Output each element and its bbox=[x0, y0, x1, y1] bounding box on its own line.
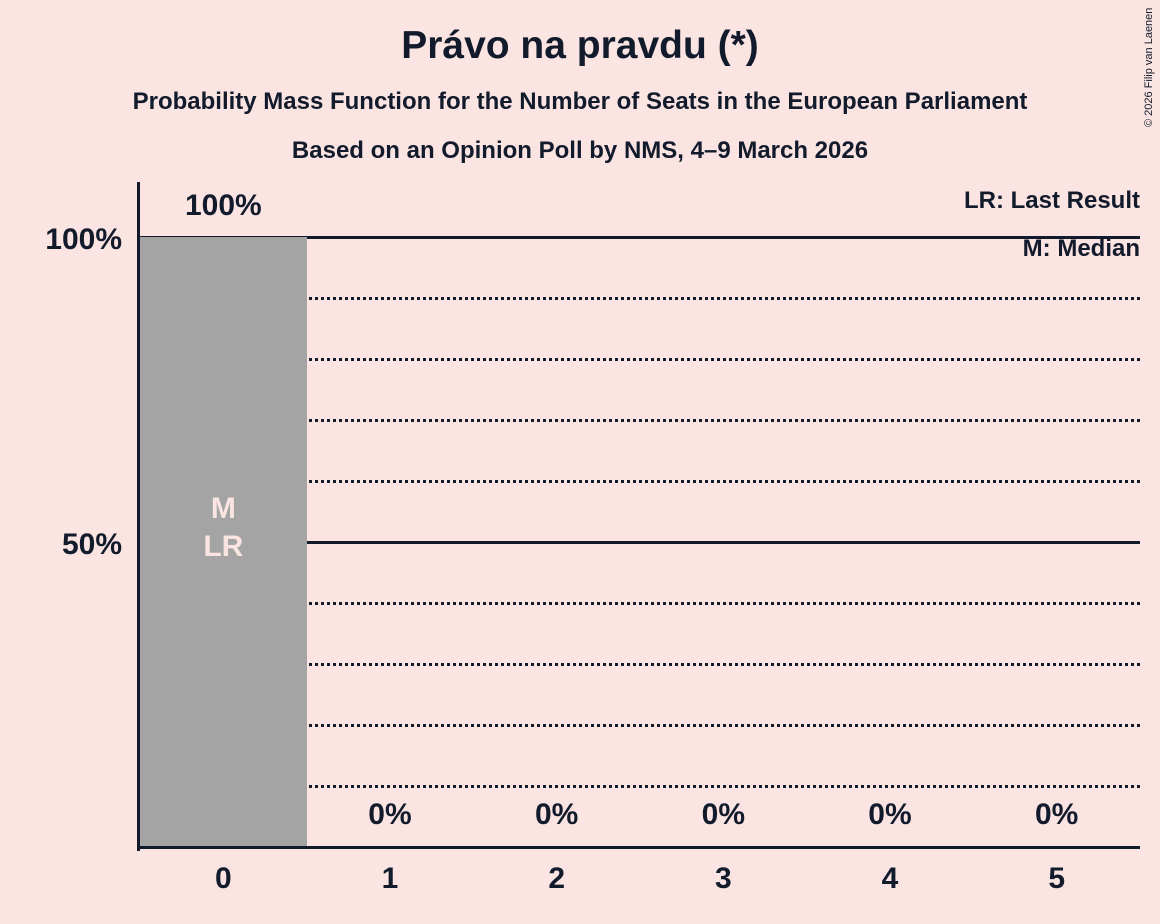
plot-area: 100% M LR 0% 0% 0% 0% 0% bbox=[140, 182, 1140, 848]
chart-subtitle-source: Based on an Opinion Poll by NMS, 4–9 Mar… bbox=[291, 137, 869, 164]
chart-subtitle: Probability Mass Function for the Number… bbox=[132, 88, 1028, 115]
x-axis-line bbox=[137, 846, 1140, 849]
value-label-5: 0% bbox=[1034, 798, 1079, 831]
value-label-2: 0% bbox=[534, 798, 579, 831]
legend-last-result: LR: Last Result bbox=[963, 187, 1140, 214]
gridline-40 bbox=[140, 602, 1140, 606]
gridline-10 bbox=[140, 785, 1140, 789]
gridline-30 bbox=[140, 663, 1140, 667]
bar-annotation-line-m: M bbox=[210, 492, 236, 525]
x-tick-0: 0 bbox=[214, 862, 232, 895]
gridline-90 bbox=[140, 296, 1140, 300]
bar-0 bbox=[140, 237, 307, 848]
bar-annotation-line-lr: LR bbox=[203, 530, 244, 563]
x-tick-3: 3 bbox=[714, 862, 732, 895]
bar-annotation-0: M LR bbox=[140, 490, 307, 566]
gridline-60 bbox=[140, 479, 1140, 483]
value-label-0: 100% bbox=[184, 189, 262, 222]
x-tick-5: 5 bbox=[1048, 862, 1065, 895]
gridline-100 bbox=[140, 235, 1140, 239]
y-axis-tick-50: 50% bbox=[61, 528, 122, 561]
value-label-1: 0% bbox=[368, 798, 412, 831]
legend-median: M: Median bbox=[1022, 235, 1140, 262]
x-tick-4: 4 bbox=[881, 862, 899, 895]
chart-title: Právo na pravdu (*) bbox=[401, 24, 759, 67]
gridline-70 bbox=[140, 418, 1140, 422]
y-axis-tick-100: 100% bbox=[45, 223, 122, 256]
value-label-3: 0% bbox=[701, 798, 745, 831]
y-axis-line bbox=[137, 182, 140, 851]
x-tick-1: 1 bbox=[381, 862, 399, 895]
gridline-20 bbox=[140, 724, 1140, 728]
copyright-notice: © 2026 Filip van Laenen bbox=[1143, 7, 1155, 127]
x-tick-2: 2 bbox=[548, 862, 565, 895]
gridline-80 bbox=[140, 357, 1140, 361]
gridline-50 bbox=[140, 541, 1140, 544]
value-label-4: 0% bbox=[868, 798, 912, 831]
